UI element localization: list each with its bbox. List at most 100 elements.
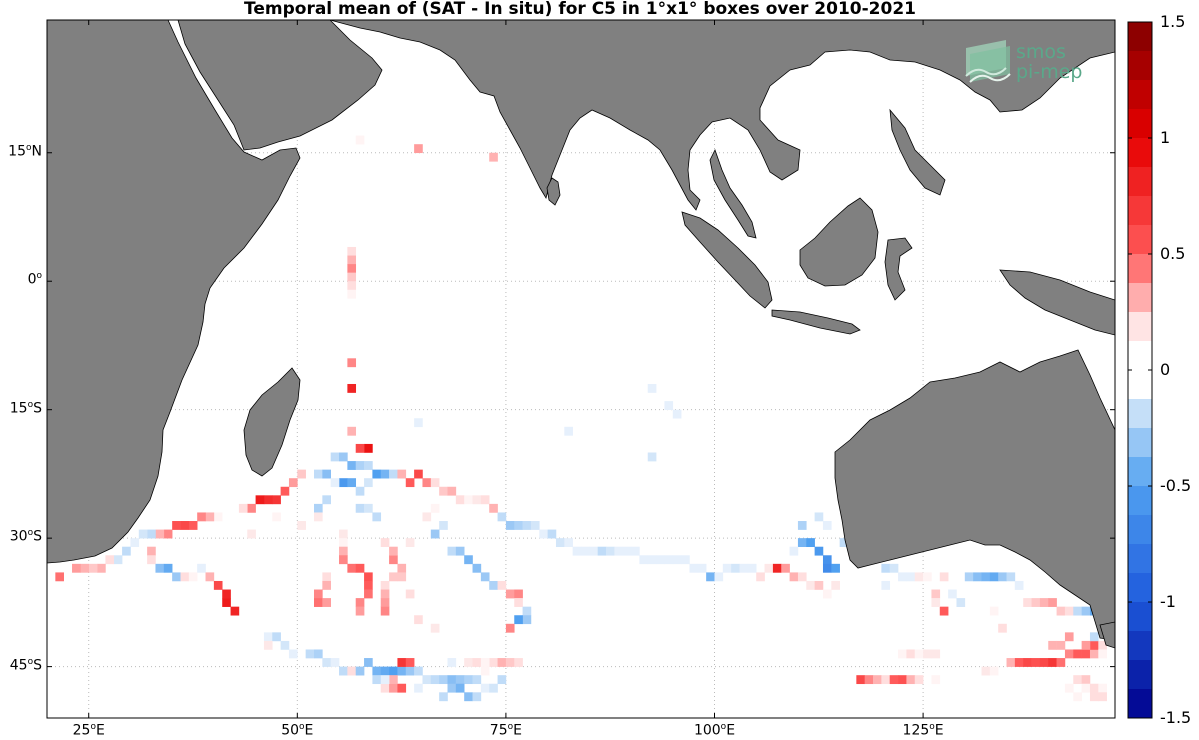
data-box	[430, 503, 440, 513]
data-box	[414, 683, 423, 693]
data-box	[380, 675, 390, 685]
data-box	[113, 555, 123, 565]
data-box	[455, 675, 465, 685]
data-box	[480, 495, 490, 505]
data-box	[322, 495, 331, 505]
land-java	[771, 309, 861, 335]
land-asia-north	[329, 20, 1115, 211]
colorbar-segment	[1128, 515, 1152, 545]
data-box	[1098, 649, 1107, 659]
data-box	[339, 666, 348, 676]
data-box	[355, 443, 365, 453]
data-box	[923, 649, 932, 659]
data-box	[280, 486, 290, 496]
data-box	[914, 675, 924, 685]
data-box	[97, 563, 106, 573]
land-srilanka	[546, 177, 561, 206]
data-box	[647, 452, 657, 462]
data-box	[514, 598, 523, 607]
data-box	[322, 580, 331, 590]
data-box	[172, 521, 181, 530]
data-box	[464, 675, 473, 685]
data-box	[364, 580, 373, 590]
colorbar-segment	[1128, 138, 1152, 168]
data-box	[364, 572, 373, 582]
data-box	[88, 563, 98, 573]
data-box	[305, 649, 315, 659]
data-box	[430, 478, 440, 488]
data-box	[380, 598, 390, 607]
data-box	[989, 572, 999, 582]
data-box	[814, 580, 824, 590]
data-box	[1089, 632, 1099, 642]
data-box	[314, 512, 323, 522]
data-box	[656, 555, 665, 565]
colorbar-tick-label: -0.5	[1160, 476, 1192, 495]
data-box	[1089, 640, 1099, 650]
logo-waves-icon	[965, 40, 1011, 83]
colorbar-segment	[1128, 80, 1152, 110]
data-box	[906, 572, 916, 582]
data-box	[380, 683, 390, 693]
data-box	[1081, 675, 1091, 685]
data-box	[489, 580, 498, 590]
data-box	[322, 572, 331, 582]
data-box	[213, 580, 223, 590]
data-box	[764, 563, 774, 573]
data-box	[314, 469, 323, 479]
data-box	[397, 666, 407, 676]
data-box	[806, 538, 815, 548]
data-box	[1031, 658, 1041, 667]
data-box	[1031, 598, 1041, 607]
data-box	[1039, 658, 1049, 667]
data-box	[564, 426, 573, 436]
axis-ticks	[47, 20, 1115, 718]
data-box	[213, 512, 223, 522]
data-box	[1048, 598, 1057, 607]
data-box	[288, 649, 298, 659]
data-box	[347, 461, 357, 470]
data-box	[347, 289, 357, 299]
data-box	[789, 546, 799, 556]
colorbar-tick-label: 1.5	[1160, 12, 1186, 31]
data-box	[1064, 632, 1074, 642]
data-box	[1089, 649, 1099, 659]
data-box	[1006, 658, 1016, 667]
data-box	[898, 649, 907, 659]
data-box	[781, 563, 790, 573]
data-box	[881, 675, 891, 685]
data-box	[122, 546, 131, 556]
data-box	[347, 246, 357, 256]
lon-label: 50oE	[281, 722, 314, 739]
data-box	[1014, 658, 1024, 667]
colorbar-segment	[1128, 428, 1152, 458]
data-box	[822, 521, 832, 530]
data-box	[1073, 649, 1082, 659]
data-box	[489, 503, 498, 513]
data-box	[664, 555, 674, 565]
map-area	[47, 20, 1115, 718]
data-box	[731, 563, 740, 573]
data-box	[681, 555, 690, 565]
data-box	[155, 529, 165, 539]
lon-label: 25oE	[72, 722, 105, 739]
colorbar-tick-label: -1.5	[1160, 708, 1192, 727]
data-box	[197, 563, 206, 573]
data-box	[397, 563, 407, 573]
data-box	[380, 606, 390, 616]
data-box	[430, 529, 440, 539]
land-arabia	[177, 20, 383, 151]
data-box	[422, 478, 432, 488]
colorbar-segment	[1128, 370, 1152, 400]
data-box	[814, 512, 824, 522]
data-box	[881, 563, 891, 573]
data-box	[981, 666, 991, 676]
data-box	[172, 572, 181, 582]
colorbar-segment	[1128, 109, 1152, 139]
landmass	[47, 20, 1115, 649]
data-box	[180, 521, 190, 530]
data-box	[973, 572, 982, 582]
data-box	[472, 658, 482, 667]
data-box	[1073, 675, 1082, 685]
data-box	[422, 512, 432, 522]
